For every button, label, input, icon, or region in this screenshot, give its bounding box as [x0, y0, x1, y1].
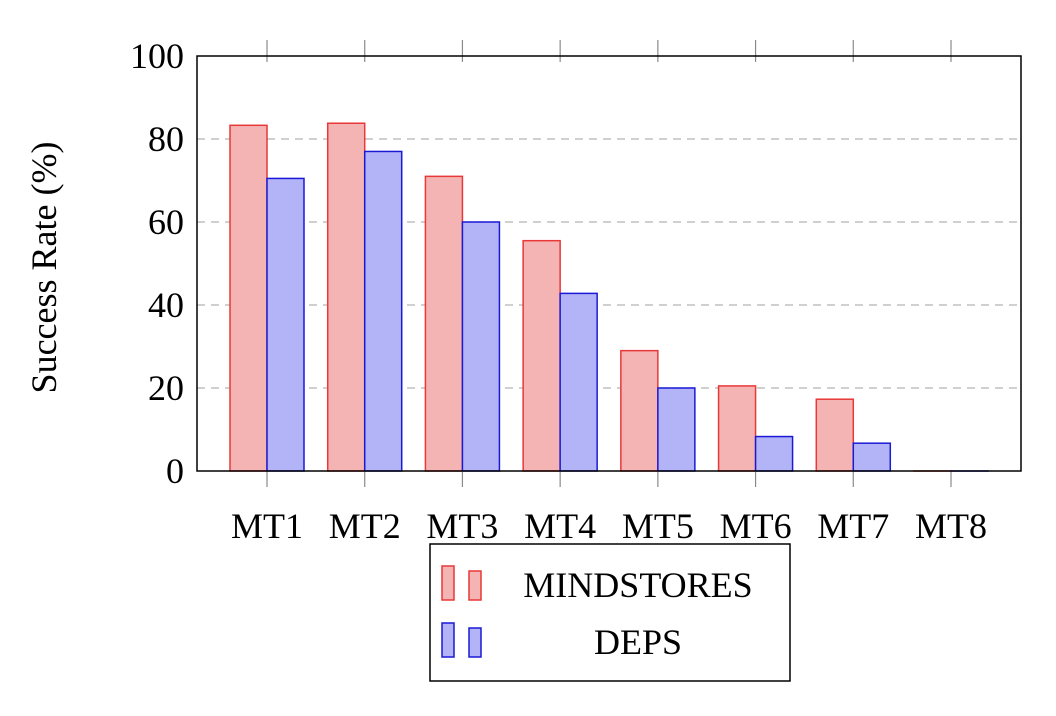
- bar-mindstores-mt5: [620, 349, 659, 472]
- bar-mindstores-mt1: [229, 124, 268, 472]
- legend-swatch-deps: [441, 622, 455, 658]
- top-ticks: [266, 40, 952, 487]
- legend-swatch-deps: [468, 627, 482, 658]
- bar-mindstores-mt6: [717, 385, 757, 472]
- legend: MINDSTORES DEPS: [429, 543, 791, 682]
- legend-label-mindstores: MINDSTORES: [523, 565, 752, 605]
- legend-frame: [429, 543, 791, 682]
- y-tick-label: 100: [130, 36, 184, 76]
- x-tick-label: MT6: [720, 506, 792, 546]
- y-axis-label: Success Rate (%): [24, 142, 64, 394]
- legend-swatch-mindstores: [441, 565, 455, 601]
- x-tick-label: MT8: [915, 506, 987, 546]
- x-tick-label: MT7: [817, 506, 889, 546]
- x-tick-label: MT1: [231, 506, 303, 546]
- y-tick-label: 40: [148, 285, 184, 325]
- y-tick-labels: 0 20 40 60 80 100: [130, 36, 184, 491]
- bar-deps-mt2: [363, 150, 403, 472]
- x-tick-label: MT5: [622, 506, 694, 546]
- bar-deps-mt3: [461, 221, 501, 472]
- bar-deps-mt6: [754, 435, 794, 472]
- gridlines: [197, 138, 1021, 389]
- x-tick-label: MT2: [329, 506, 401, 546]
- bar-mindstores-mt4: [522, 239, 561, 472]
- bar-mindstores-mt3: [424, 175, 464, 472]
- bar-deps-mt7: [852, 442, 892, 472]
- bar-mindstores-mt2: [326, 122, 366, 472]
- y-tick-label: 60: [148, 202, 184, 242]
- legend-label-deps: DEPS: [594, 622, 682, 662]
- y-tick-label: 20: [148, 368, 184, 408]
- x-tick-label: MT3: [426, 506, 498, 546]
- plot-frame: [196, 55, 1022, 472]
- bar-deps-mt4: [559, 292, 598, 472]
- y-tick-label: 80: [148, 119, 184, 159]
- bar-deps-mt1: [266, 177, 305, 472]
- legend-swatch-mindstores: [468, 570, 482, 601]
- bars: [229, 122, 989, 472]
- bar-deps-mt5: [657, 387, 696, 472]
- x-tick-label: MT4: [524, 506, 596, 546]
- y-tick-label: 0: [166, 451, 184, 491]
- bar-mindstores-mt7: [815, 398, 855, 472]
- x-tick-labels: MT1 MT2 MT3 MT4 MT5 MT6 MT7 MT8: [231, 506, 987, 546]
